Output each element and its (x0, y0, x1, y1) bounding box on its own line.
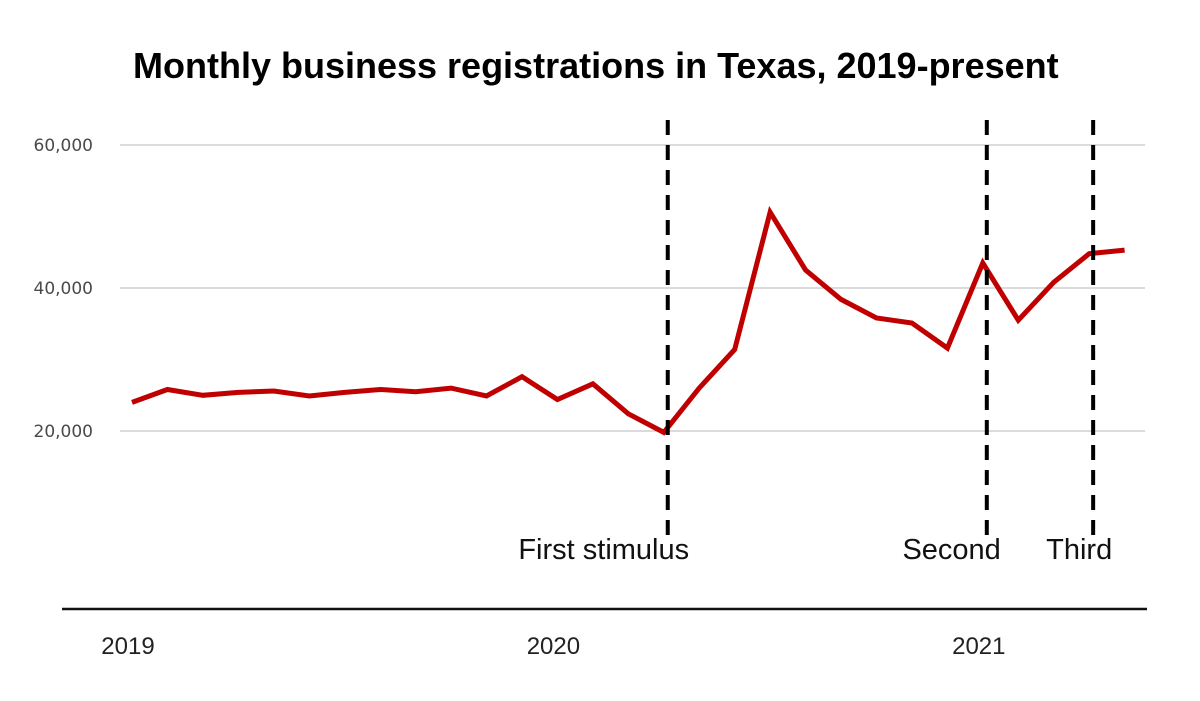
annotation-label: Third (1046, 534, 1112, 566)
x-tick-label: 2021 (952, 633, 1005, 660)
annotation-label: First stimulus (518, 534, 689, 566)
x-axis-ticks: 2019 2020 2021 (101, 633, 1005, 660)
annotation-label: Second (902, 534, 1000, 566)
x-tick-label: 2020 (527, 633, 580, 660)
series-line (131, 205, 1125, 436)
y-axis-ticks: 20,000 40,000 60,000 (34, 136, 93, 442)
annotations: First stimulus Second Third (518, 120, 1112, 566)
x-tick-label: 2019 (101, 633, 154, 660)
y-tick-label: 40,000 (34, 279, 93, 299)
chart-title: Monthly business registrations in Texas,… (133, 45, 1059, 86)
y-tick-label: 20,000 (34, 422, 93, 442)
y-tick-label: 60,000 (34, 136, 93, 156)
series-layer (131, 205, 1125, 436)
gridlines (120, 144, 1145, 432)
